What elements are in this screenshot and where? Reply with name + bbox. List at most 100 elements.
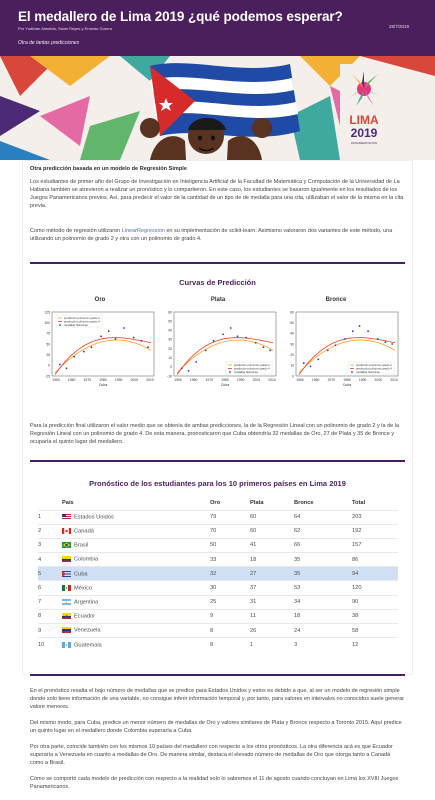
page-title: El medallero de Lima 2019 ¿qué podemos e… [18,9,343,24]
x-axis-label: Cuba [343,383,352,387]
total-cell: 38 [352,608,398,624]
historical-point [65,367,68,370]
x-tick-label: 1950 [52,378,60,382]
legend-label: predicción polinomio grado 4 [64,320,100,324]
historical-point [302,362,305,365]
total-cell: 58 [352,622,398,638]
country-cell: México [62,580,210,596]
x-tick-label: 2010 [268,378,276,382]
linear-regression-link[interactable]: LinearRegression [121,228,165,234]
x-tick-label: 1960 [190,378,198,382]
table-title: Pronóstico de los estudiantes para los 1… [89,479,346,488]
x-tick-label: 1990 [237,378,245,382]
country-name: Estados Unidos [74,514,114,521]
legend-label: predicción polinomio grado 2 [64,316,100,320]
table-row[interactable]: 10 Guatemala 8 1 3 12 [38,637,398,652]
series-line-grade4 [54,337,152,375]
historical-point [384,341,387,343]
legend-box [55,314,103,328]
historical-point [114,337,117,340]
historical-point [317,358,320,361]
x-tick-label: 1970 [206,378,214,382]
oro-cell: 30 [210,580,250,596]
x-tick-label: 1970 [84,378,92,382]
legend-box [347,361,395,375]
x-tick-label: 2000 [131,378,139,382]
section-divider-2 [30,460,405,462]
intro-p2-after: en su implementación de scikit-learn. As… [30,228,393,243]
x-tick-label: 1960 [68,378,76,382]
total-cell: 12 [352,637,398,652]
historical-point [229,327,232,329]
header-rank [38,496,62,510]
historical-point [123,327,126,329]
table-row[interactable]: 7 Argentina 25 31 34 90 [38,594,398,610]
ranking-table: País Oro Plata Bronce Total 1 Estados Uni… [38,496,398,652]
bronce-cell: 66 [294,537,352,553]
x-tick-label: 2000 [375,378,383,382]
table-row[interactable]: 5 Cuba 32 27 35 94 [38,566,398,581]
intro-paragraph-1: Los estudiantes de primer año del Grupo … [30,179,404,210]
table-row[interactable]: 1 Estados Unidos 79 60 64 203 [38,509,398,525]
historical-point [367,330,370,333]
rank-cell: 9 [38,622,62,638]
plata-cell: 26 [250,622,294,638]
country-flag-icon [62,641,71,648]
legend-label: predicción polinomio grado 4 [356,367,392,371]
table-row[interactable]: 8 Ecuador 9 11 18 38 [38,608,398,624]
country-cell: Guatemala [62,637,210,652]
legend-swatch [229,371,231,373]
header-plata: Plata [250,499,264,506]
bronce-cell: 53 [294,580,352,596]
y-tick-label: 10 [290,364,294,368]
page-header: El medallero de Lima 2019 ¿qué podemos e… [0,0,435,56]
total-cell: 203 [352,509,398,525]
y-tick-label: 100 [44,321,50,325]
legend-label: medallas históricas [356,370,380,374]
plata-cell: 37 [250,580,294,596]
country-name: Venezuela [74,627,101,634]
historical-point [376,337,379,340]
publish-date: 28/7/2019 [388,24,409,29]
closing-paragraph-4: Cómo se comportó cada modelo de predicci… [30,776,399,791]
x-tick-label: 1990 [359,378,367,382]
table-row[interactable]: 4 Colombia 33 18 35 86 [38,552,398,567]
historical-point [262,346,265,349]
historical-point [245,336,248,339]
country-name: Canadá [74,528,94,535]
country-flag-icon [62,542,71,549]
plot-bronce: 0 10 20 30 40 50 60 1950 1960 1970 1980 1990 2000 201… [290,310,399,387]
y-tick-label: 10 [168,356,172,360]
x-tick-label: 1960 [312,378,320,382]
historical-point [236,335,239,338]
chart-title-plata: Plata [210,297,226,303]
historical-point [58,363,61,366]
x-tick-label: 1950 [296,378,304,382]
historical-point [195,361,198,363]
country-flag-icon [62,613,71,620]
legend-label: predicción polinomio grado 2 [356,363,392,367]
historical-point [351,330,354,333]
table-row[interactable]: 9 Venezuela 8 26 24 58 [38,622,398,638]
section-divider [30,262,405,264]
bronce-cell: 64 [294,509,352,525]
table-row[interactable]: 3 Brasil 50 41 66 157 [38,537,398,553]
country-name: Cuba [74,571,88,578]
historical-point [187,369,190,372]
y-tick-label: 0 [292,374,294,378]
plata-cell: 1 [250,637,294,652]
country-name: Guatemala [74,642,102,649]
y-tick-label: 0 [170,365,172,369]
country-cell: Brasil [62,537,210,553]
table-row[interactable]: 6 México 30 37 53 120 [38,580,398,596]
y-tick-label: 40 [290,332,294,336]
table-row[interactable]: 2 Canadá 70 60 62 192 [38,523,398,539]
rank-cell: 1 [38,509,62,525]
x-tick-label: 1970 [328,378,336,382]
x-tick-label: 1990 [115,378,123,382]
y-tick-label: 20 [168,347,172,351]
total-cell: 94 [352,566,398,581]
oro-cell: 32 [210,566,250,581]
x-tick-label: 1980 [221,378,229,382]
historical-point [269,349,272,352]
